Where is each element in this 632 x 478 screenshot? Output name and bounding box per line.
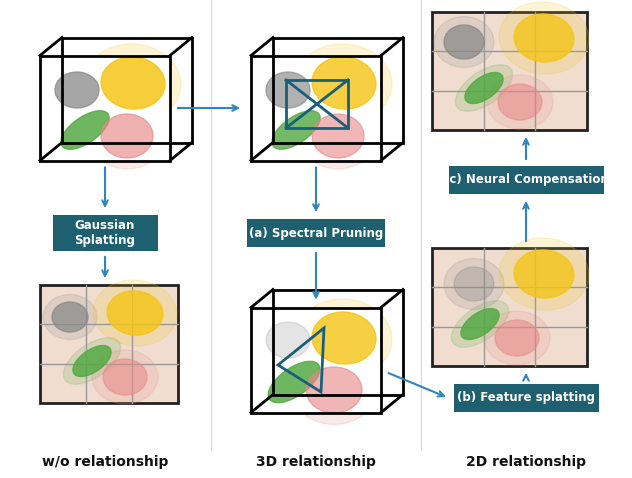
Ellipse shape [299,103,377,169]
Text: (c) Neural Compensation: (c) Neural Compensation [444,174,609,186]
Ellipse shape [61,111,109,149]
Ellipse shape [260,101,332,159]
Ellipse shape [92,350,158,404]
Text: Gaussian
Splatting: Gaussian Splatting [75,219,135,247]
Ellipse shape [514,14,574,62]
Ellipse shape [255,63,321,117]
Ellipse shape [296,44,392,122]
Ellipse shape [101,114,153,158]
Ellipse shape [484,311,550,365]
Polygon shape [251,307,381,413]
Ellipse shape [454,267,494,301]
Ellipse shape [73,346,111,377]
Ellipse shape [461,308,499,339]
Bar [247,219,385,247]
Polygon shape [40,55,170,161]
Ellipse shape [495,320,539,356]
Ellipse shape [312,114,364,158]
Ellipse shape [55,72,99,108]
Ellipse shape [444,25,484,59]
Ellipse shape [499,238,589,310]
Bar [40,285,178,403]
Ellipse shape [266,322,310,358]
Ellipse shape [103,359,147,395]
Ellipse shape [465,73,503,104]
Text: w/o relationship: w/o relationship [42,455,168,469]
Ellipse shape [88,103,166,169]
Ellipse shape [101,57,165,109]
Ellipse shape [514,250,574,298]
Ellipse shape [451,301,509,347]
Ellipse shape [255,313,321,367]
Ellipse shape [312,57,376,109]
Text: 3D relationship: 3D relationship [256,455,376,469]
Bar [432,12,587,130]
Ellipse shape [52,302,88,332]
Ellipse shape [292,356,376,424]
Text: (b) Feature splatting: (b) Feature splatting [457,391,595,404]
Ellipse shape [255,351,333,413]
Text: (a) Spectral Pruning: (a) Spectral Pruning [249,227,383,239]
Ellipse shape [296,299,392,377]
Bar [454,384,599,412]
Ellipse shape [268,361,320,402]
Ellipse shape [272,111,320,149]
Ellipse shape [487,75,553,129]
Ellipse shape [456,65,513,111]
Ellipse shape [498,84,542,120]
Ellipse shape [266,72,310,108]
Polygon shape [251,55,381,161]
Ellipse shape [93,280,177,346]
Bar [449,166,604,194]
Ellipse shape [434,17,494,67]
Ellipse shape [43,294,97,339]
Ellipse shape [444,259,504,309]
Ellipse shape [499,2,589,74]
Ellipse shape [49,101,121,159]
Ellipse shape [85,44,181,122]
Bar [432,248,587,366]
Bar [52,215,157,251]
Text: 2D relationship: 2D relationship [466,455,586,469]
Ellipse shape [44,63,110,117]
Ellipse shape [312,312,376,364]
Ellipse shape [306,367,362,413]
Ellipse shape [63,338,121,384]
Ellipse shape [107,291,163,335]
